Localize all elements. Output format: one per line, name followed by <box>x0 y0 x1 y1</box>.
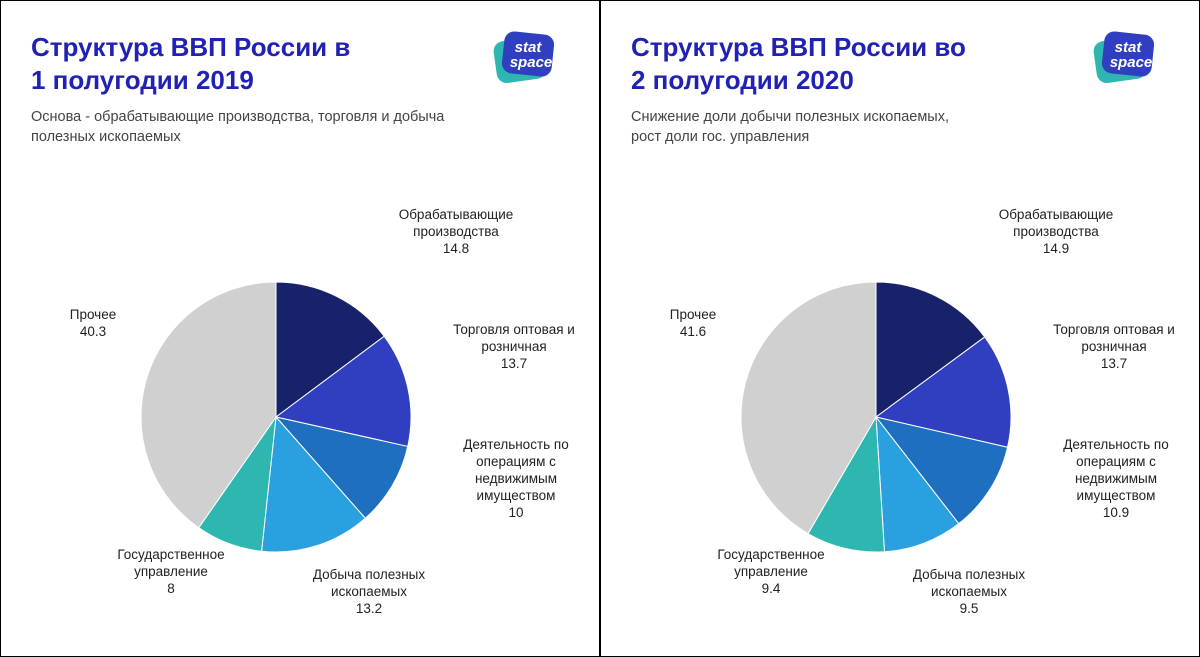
pie-slice-label: Прочее41.6 <box>643 307 743 341</box>
pie-chart-2019: Обрабатывающие производства14.8 Торговля … <box>31 147 591 617</box>
panel-left: Структура ВВП России в1 полугодии 2019 О… <box>1 1 601 656</box>
svg-text:space: space <box>510 54 553 71</box>
pie-slice-label: Обрабатывающие производства14.9 <box>976 207 1136 258</box>
pie-slice-label: Государственное управление9.4 <box>691 547 851 598</box>
panel-subtitle: Основа - обрабатывающие производства, то… <box>31 108 451 147</box>
pie-slice-label: Торговля оптовая и розничная13.7 <box>439 322 589 373</box>
pie-slice-label: Государственное управление8 <box>91 547 251 598</box>
panel-title: Структура ВВП России во2 полугодии 2020 <box>631 31 1021 96</box>
panel-title: Структура ВВП России в1 полугодии 2019 <box>31 31 421 96</box>
pie-slice-label: Деятельность по операциям с недвижимым и… <box>436 437 596 521</box>
pie-chart-2020: Обрабатывающие производства14.9 Торговля … <box>631 147 1191 617</box>
pie-slice-label: Прочее40.3 <box>43 307 143 341</box>
dual-panel-container: Структура ВВП России в1 полугодии 2019 О… <box>0 0 1200 657</box>
pie-slice-label: Добыча полезных ископаемых9.5 <box>889 567 1049 618</box>
statspace-logo: statspace <box>489 27 561 94</box>
panel-subtitle: Снижение доли добычи полезных ископаемых… <box>631 108 1051 147</box>
panel-right: Структура ВВП России во2 полугодии 2020 … <box>599 1 1199 656</box>
statspace-logo: statspace <box>1089 27 1161 94</box>
pie-slice-label: Обрабатывающие производства14.8 <box>376 207 536 258</box>
pie-slice-label: Торговля оптовая и розничная13.7 <box>1039 322 1189 373</box>
panel-header: Структура ВВП России во2 полугодии 2020 … <box>631 31 1179 147</box>
panel-header: Структура ВВП России в1 полугодии 2019 О… <box>31 31 579 147</box>
pie-slice-label: Добыча полезных ископаемых13.2 <box>289 567 449 618</box>
svg-text:space: space <box>1110 54 1153 71</box>
pie-slice-label: Деятельность по операциям с недвижимым и… <box>1036 437 1196 521</box>
